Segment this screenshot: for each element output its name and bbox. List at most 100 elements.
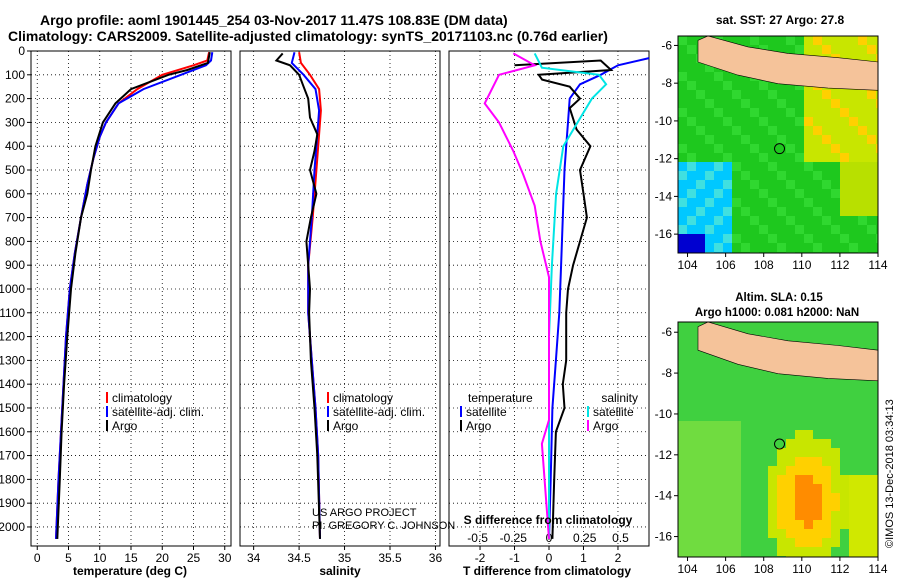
- map-cell: [723, 243, 732, 252]
- map-cell: [849, 520, 858, 529]
- map-cell: [876, 243, 878, 252]
- map-cell: [714, 234, 723, 243]
- map-cell: [732, 439, 741, 448]
- map-cell: [795, 430, 804, 439]
- map-cell: [795, 421, 804, 430]
- map-cell: [804, 99, 813, 108]
- map-cell: [714, 243, 723, 252]
- map-cell: [849, 475, 858, 484]
- map-cell: [768, 439, 777, 448]
- map-cell: [705, 234, 714, 243]
- map-cell: [705, 99, 714, 108]
- map-cell: [786, 430, 795, 439]
- map-cell: [678, 385, 687, 394]
- map-cell: [813, 198, 822, 207]
- map-cell: [777, 448, 786, 457]
- y-tick-label: 200: [5, 92, 25, 106]
- map-cell: [786, 421, 795, 430]
- map-cell: [687, 198, 696, 207]
- map-cell: [714, 207, 723, 216]
- map-cell: [840, 457, 849, 466]
- map-cell: [759, 484, 768, 493]
- map-cell: [840, 171, 849, 180]
- map-cell: [678, 547, 687, 556]
- map-cell: [822, 538, 831, 547]
- lat-tick-label: -16: [655, 530, 673, 544]
- map-cell: [786, 180, 795, 189]
- map-cell: [750, 108, 759, 117]
- map-cell: [804, 36, 813, 45]
- map-cell: [714, 394, 723, 403]
- map-cell: [678, 180, 687, 189]
- figure-title-line1: Argo profile: aoml 1901445_254 03-Nov-20…: [40, 12, 508, 28]
- map-cell: [705, 81, 714, 90]
- map-cell: [732, 322, 741, 331]
- map-cell: [786, 153, 795, 162]
- map-cell: [813, 547, 822, 556]
- s-tick-label: 0.5: [612, 531, 629, 545]
- map-cell: [723, 162, 732, 171]
- lat-tick-label: -6: [661, 325, 672, 339]
- map-cell: [678, 99, 687, 108]
- map-cell: [858, 243, 867, 252]
- map-cell: [822, 385, 831, 394]
- map-cell: [822, 457, 831, 466]
- map-cell: [822, 207, 831, 216]
- map-cell: [741, 99, 750, 108]
- map-cell: [867, 511, 876, 520]
- map-cell: [795, 538, 804, 547]
- map-cell: [777, 529, 786, 538]
- lon-tick-label: 104: [678, 258, 698, 272]
- map-cell: [732, 99, 741, 108]
- map-cell: [858, 394, 867, 403]
- map-cell: [768, 502, 777, 511]
- map-cell: [804, 135, 813, 144]
- map-cell: [768, 243, 777, 252]
- map-cell: [750, 171, 759, 180]
- map-cell: [696, 475, 705, 484]
- map-cell: [687, 466, 696, 475]
- map-cell: [696, 63, 705, 72]
- map-cell: [867, 547, 876, 556]
- map-cell: [687, 349, 696, 358]
- map-cell: [849, 484, 858, 493]
- map-cell: [696, 216, 705, 225]
- map-cell: [786, 216, 795, 225]
- map-cell: [741, 322, 750, 331]
- map-cell: [813, 162, 822, 171]
- map-cell: [849, 207, 858, 216]
- map-cell: [858, 144, 867, 153]
- x-tick-label: 34: [247, 551, 261, 565]
- map-cell: [804, 430, 813, 439]
- map-cell: [696, 162, 705, 171]
- map-cell: [786, 162, 795, 171]
- map-cell: [867, 144, 876, 153]
- y-tick-label: 2000: [0, 520, 25, 534]
- map-cell: [768, 108, 777, 117]
- map-cell: [813, 466, 822, 475]
- map-cell: [678, 520, 687, 529]
- map-cell: [768, 36, 777, 45]
- map-cell: [867, 466, 876, 475]
- map-cell: [813, 207, 822, 216]
- map-cell: [813, 322, 822, 331]
- map-cell: [678, 322, 687, 331]
- s-difference-axis-label: S difference from climatology: [464, 513, 633, 527]
- map-cell: [813, 135, 822, 144]
- legend-entry: Argo: [466, 419, 492, 433]
- map-cell: [714, 475, 723, 484]
- map-cell: [777, 439, 786, 448]
- map-cell: [750, 394, 759, 403]
- map-cell: [687, 99, 696, 108]
- map-cell: [741, 466, 750, 475]
- map-cell: [777, 394, 786, 403]
- map-cell: [687, 457, 696, 466]
- map-cell: [723, 153, 732, 162]
- map-cell: [714, 198, 723, 207]
- map-cell: [813, 90, 822, 99]
- map-cell: [831, 216, 840, 225]
- map-cell: [813, 430, 822, 439]
- map-cell: [804, 225, 813, 234]
- map-cell: [705, 367, 714, 376]
- map-cell: [840, 439, 849, 448]
